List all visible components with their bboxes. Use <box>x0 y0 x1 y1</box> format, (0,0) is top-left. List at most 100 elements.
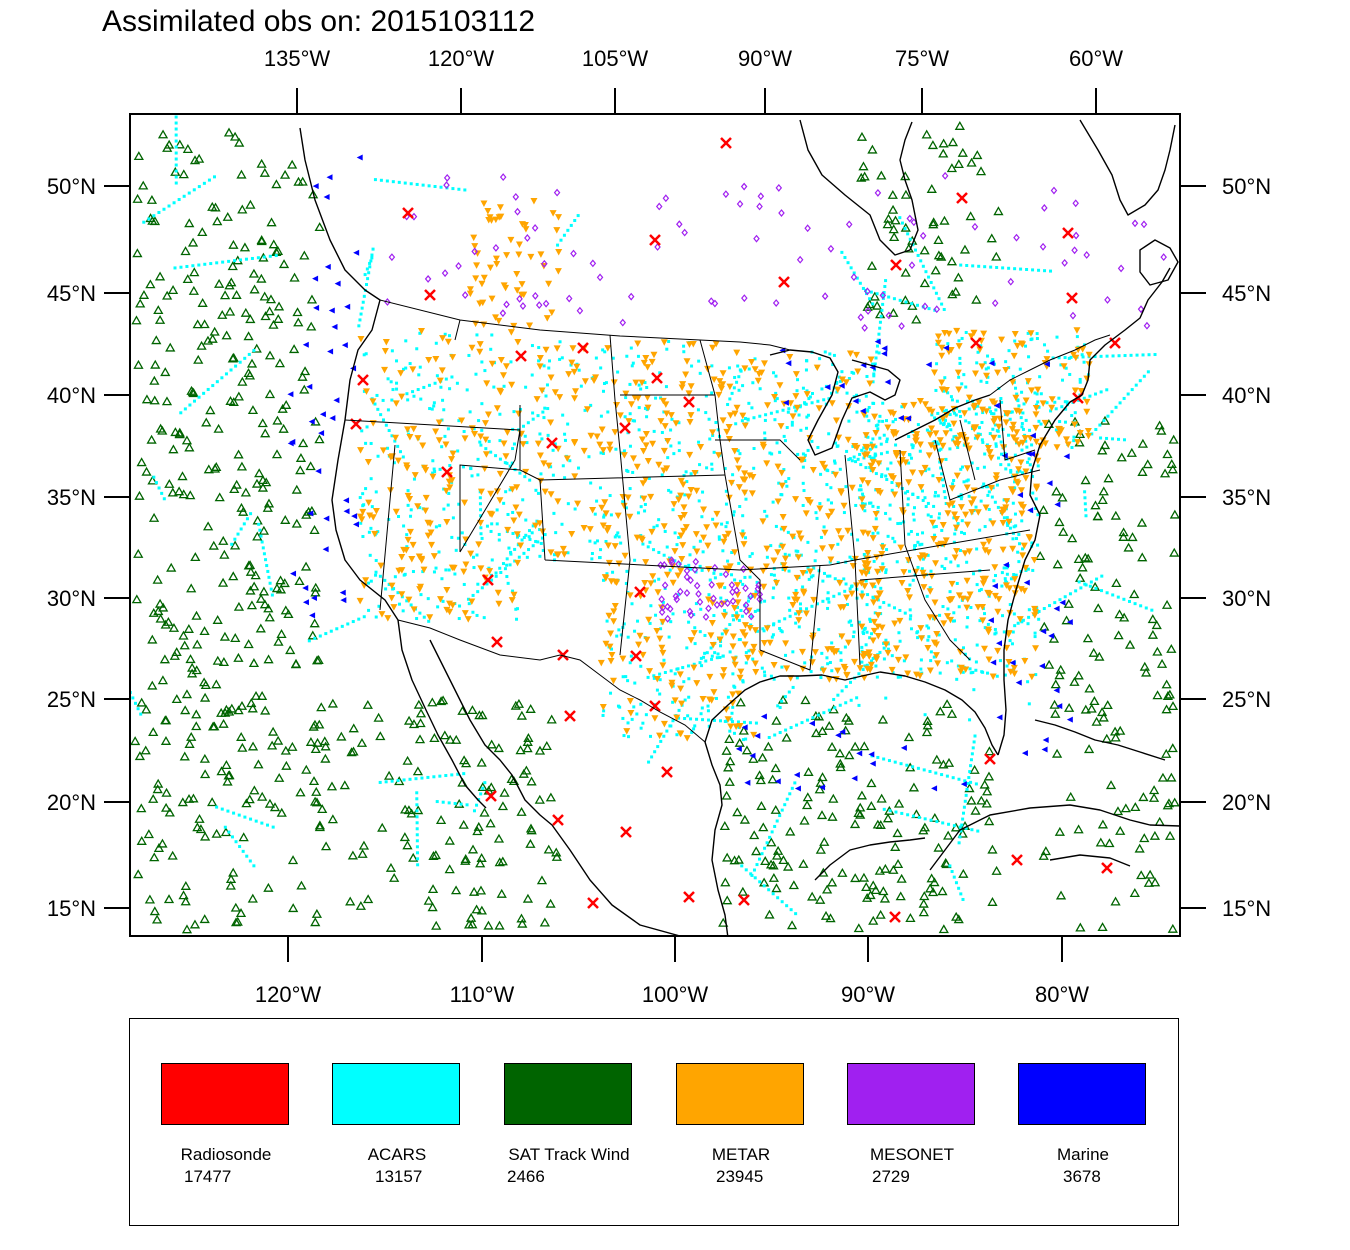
mesonet-marker <box>619 318 627 327</box>
acars-marker <box>889 461 893 465</box>
metar-marker <box>945 330 953 338</box>
sat-track-wind-marker <box>185 654 196 664</box>
acars-marker <box>602 381 606 385</box>
acars-marker <box>750 406 754 410</box>
sat-track-wind-marker <box>946 708 958 718</box>
acars-marker <box>752 868 756 872</box>
acars-marker <box>857 672 861 676</box>
marine-marker <box>353 521 360 528</box>
sat-track-wind-marker <box>280 515 291 524</box>
mesonet-marker <box>747 592 754 601</box>
metar-marker <box>418 557 426 564</box>
sat-track-wind-marker <box>298 438 309 448</box>
acars-marker <box>986 622 990 626</box>
acars-marker <box>636 511 640 515</box>
acars-marker <box>948 864 952 868</box>
marine-marker <box>340 597 347 604</box>
acars-marker <box>541 410 545 414</box>
acars-marker <box>397 602 401 606</box>
metar-marker <box>905 479 913 486</box>
acars-marker <box>573 219 577 223</box>
acars-marker <box>174 181 178 185</box>
acars-marker <box>746 418 750 422</box>
acars-marker <box>969 671 973 675</box>
metar-marker <box>808 659 816 666</box>
acars-marker <box>182 194 186 198</box>
acars-marker <box>940 472 944 476</box>
metar-marker <box>737 668 745 676</box>
metar-marker <box>464 616 472 623</box>
marine-marker <box>782 399 789 406</box>
sat-track-wind-marker <box>263 882 274 892</box>
acars-marker <box>911 512 915 516</box>
acars-marker <box>787 690 791 694</box>
sat-track-wind-marker <box>148 727 159 737</box>
sat-track-wind-marker <box>720 877 731 887</box>
sat-track-wind-marker <box>347 850 359 860</box>
metar-marker <box>608 652 616 659</box>
acars-marker <box>959 493 963 497</box>
sat-track-wind-marker <box>238 506 249 516</box>
acars-marker <box>721 654 725 658</box>
marine-marker <box>1043 361 1050 368</box>
acars-marker <box>800 721 804 725</box>
marine-marker <box>1063 453 1070 460</box>
metar-marker <box>449 450 457 458</box>
metar-marker <box>661 423 669 430</box>
metar-marker <box>712 340 720 348</box>
acars-marker <box>857 620 861 624</box>
axis-ticks <box>104 88 1206 962</box>
acars-marker <box>788 792 792 796</box>
sat-track-wind-marker <box>911 314 922 324</box>
acars-marker <box>884 696 888 700</box>
sat-track-wind-marker <box>165 342 176 352</box>
sat-track-wind-marker <box>751 846 762 856</box>
acars-marker <box>1031 475 1035 479</box>
acars-marker <box>559 238 563 242</box>
mesonet-marker <box>747 612 755 621</box>
acars-marker <box>1126 392 1130 396</box>
acars-marker <box>927 275 931 279</box>
acars-marker <box>512 410 516 414</box>
sat-track-wind-marker <box>883 213 894 223</box>
acars-marker <box>1134 383 1138 387</box>
acars-marker <box>370 253 374 257</box>
acars-marker <box>975 547 979 551</box>
metar-marker <box>828 544 836 551</box>
sat-track-wind-marker <box>268 319 279 329</box>
sat-track-wind-marker <box>264 350 276 360</box>
acars-marker <box>601 713 605 717</box>
metar-marker <box>882 641 890 648</box>
acars-marker <box>942 490 946 494</box>
metar-marker <box>672 420 680 427</box>
legend-label: ACARS <box>367 1145 427 1164</box>
acars-marker <box>370 505 374 509</box>
acars-marker <box>973 734 977 738</box>
sat-track-wind-marker <box>725 756 736 766</box>
sat-track-wind-marker <box>168 622 180 632</box>
acars-marker <box>932 286 936 290</box>
metar-marker <box>733 349 741 357</box>
acars-marker <box>701 550 705 554</box>
metar-marker <box>945 348 953 356</box>
marine-marker <box>312 275 319 282</box>
metar-marker <box>985 626 993 633</box>
mesonet-marker <box>722 190 730 199</box>
acars-marker <box>785 797 789 801</box>
acars-marker <box>817 628 821 632</box>
metar-marker <box>709 344 717 352</box>
state-lines-west <box>344 319 741 656</box>
sat-track-wind-marker <box>1069 676 1080 686</box>
acars-marker <box>428 407 432 411</box>
metar-marker <box>709 599 717 607</box>
acars-marker <box>1058 420 1062 424</box>
sat-track-wind-marker <box>288 903 299 913</box>
metar-marker <box>729 691 737 698</box>
metar-marker <box>797 535 805 542</box>
sat-track-wind-marker <box>719 821 730 830</box>
acars-marker <box>237 813 241 817</box>
acars-marker <box>1022 402 1026 406</box>
acars-marker <box>851 444 855 448</box>
acars-marker <box>420 776 424 780</box>
metar-marker <box>1002 419 1010 426</box>
